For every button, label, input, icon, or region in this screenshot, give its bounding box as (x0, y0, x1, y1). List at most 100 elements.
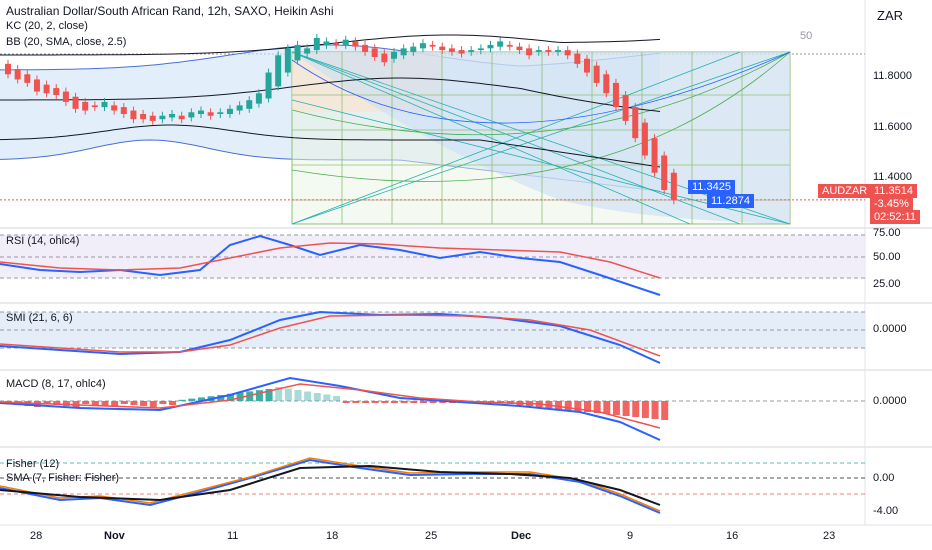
symbol-tag: AUDZAR (818, 184, 872, 198)
macd-histogram-bar (391, 401, 398, 403)
candle-body (641, 122, 648, 156)
candle-body (24, 74, 31, 83)
rsi-tick-75: 75.00 (873, 227, 901, 239)
macd-histogram-bar (226, 393, 234, 401)
macd-histogram-bar (82, 401, 90, 404)
candle-body (255, 93, 262, 104)
candle-body (130, 110, 137, 120)
candle-body (593, 65, 600, 83)
candle-body (391, 51, 397, 59)
macd-histogram-bar (362, 401, 370, 403)
macd-histogram-bar (304, 391, 312, 401)
macd-histogram-bar (140, 401, 148, 406)
macd-histogram-bar (622, 401, 630, 416)
macd-histogram-bar (72, 401, 80, 407)
x-tick-23: 23 (823, 530, 836, 542)
macd-histogram-bar (371, 401, 379, 403)
candle-body (419, 43, 426, 49)
bb-indicator-label[interactable]: BB (20, SMA, close, 2.5) (6, 36, 127, 48)
macd-histogram-bar (43, 401, 51, 404)
macd-histogram-bar (149, 401, 157, 407)
macd-histogram-bar (91, 401, 99, 405)
candle-body (458, 50, 465, 54)
macd-histogram-bar (564, 401, 572, 410)
macd-histogram-bar (661, 401, 669, 420)
candle-body (439, 46, 446, 51)
candle-body (603, 74, 610, 94)
candle-body (429, 44, 436, 47)
candle-body (43, 84, 50, 94)
candle-body (198, 110, 204, 114)
macd-histogram-bar (313, 393, 321, 401)
macd-histogram-bar (255, 390, 263, 401)
candle-body (448, 48, 455, 52)
fisher-tick-0: 0.00 (873, 472, 895, 484)
candle-body (352, 41, 359, 47)
candle-body (178, 115, 185, 120)
fisher-trigger-line (0, 457, 661, 512)
macd-histogram-bar (400, 401, 408, 403)
macd-label[interactable]: MACD (8, 17, ohlc4) (6, 378, 106, 390)
candle-body (333, 43, 340, 45)
kc-indicator-label[interactable]: KC (20, 2, close) (6, 20, 88, 32)
rsi-label[interactable]: RSI (14, ohlc4) (6, 235, 80, 247)
candle-body (381, 53, 388, 63)
candle-body (236, 105, 243, 111)
gann-arc (291, 51, 791, 136)
macd-histogram-bar (603, 401, 611, 414)
smi-line (0, 310, 661, 364)
macd-histogram-bar (381, 401, 389, 403)
gann-arc (291, 51, 791, 124)
x-tick-28: 28 (30, 530, 43, 542)
chart-title: Australian Dollar/South African Rand, 12… (6, 4, 334, 18)
price-tick-1: 11.8000 (873, 70, 912, 82)
price-box-1[interactable]: 11.3425 (688, 180, 735, 194)
macd-histogram-bar (487, 401, 495, 402)
price-tick-3: 11.4000 (873, 171, 912, 183)
fisher-line (0, 458, 661, 514)
candle-body (526, 48, 533, 56)
macd-histogram-bar (62, 401, 70, 406)
x-tick-dec: Dec (511, 530, 532, 542)
macd-histogram-bar (217, 395, 225, 401)
candle-body (275, 55, 282, 87)
candle-body (651, 138, 658, 173)
macd-histogram-bar (632, 401, 640, 417)
macd-histogram-bar (342, 401, 350, 403)
candle-body (487, 44, 494, 49)
macd-histogram-bar (178, 399, 186, 401)
macd-histogram-bar (159, 401, 167, 404)
keltner-lower-line (0, 124, 661, 168)
candle-body (159, 115, 166, 120)
price-box-2[interactable]: 11.2874 (707, 194, 754, 208)
candle-body (574, 53, 581, 64)
candle-body (294, 44, 301, 61)
macd-histogram-bar (188, 398, 196, 401)
fisher-sma-label[interactable]: SMA (7, Fisher: Fisher) (6, 472, 120, 484)
candle-body (14, 69, 21, 80)
candle-body (323, 41, 330, 45)
candle-body (149, 115, 156, 121)
candle-body (564, 50, 571, 56)
gann-fan-line (291, 51, 691, 225)
candle-body (120, 107, 127, 114)
macd-histogram-bar (410, 401, 418, 403)
smi-signal-line (0, 314, 661, 357)
x-tick-25: 25 (425, 530, 438, 542)
last-price-tag: 11.3514 (870, 184, 917, 198)
candle-body (5, 63, 11, 75)
fisher-label[interactable]: Fisher (12) (6, 458, 60, 470)
candle-body (612, 82, 619, 108)
candle-body (632, 107, 639, 139)
smi-label[interactable]: SMI (21, 6, 6) (6, 312, 73, 324)
candle-body (362, 44, 369, 52)
countdown-tag: 02:52:11 (870, 210, 921, 224)
candle-body (140, 114, 147, 120)
candle-body (111, 105, 118, 111)
macd-histogram-bar (198, 397, 205, 401)
candle-body (371, 48, 378, 57)
overlay-value: 50 (800, 30, 813, 42)
macd-histogram-bar (439, 401, 447, 403)
currency-label[interactable]: ZAR (877, 8, 903, 23)
